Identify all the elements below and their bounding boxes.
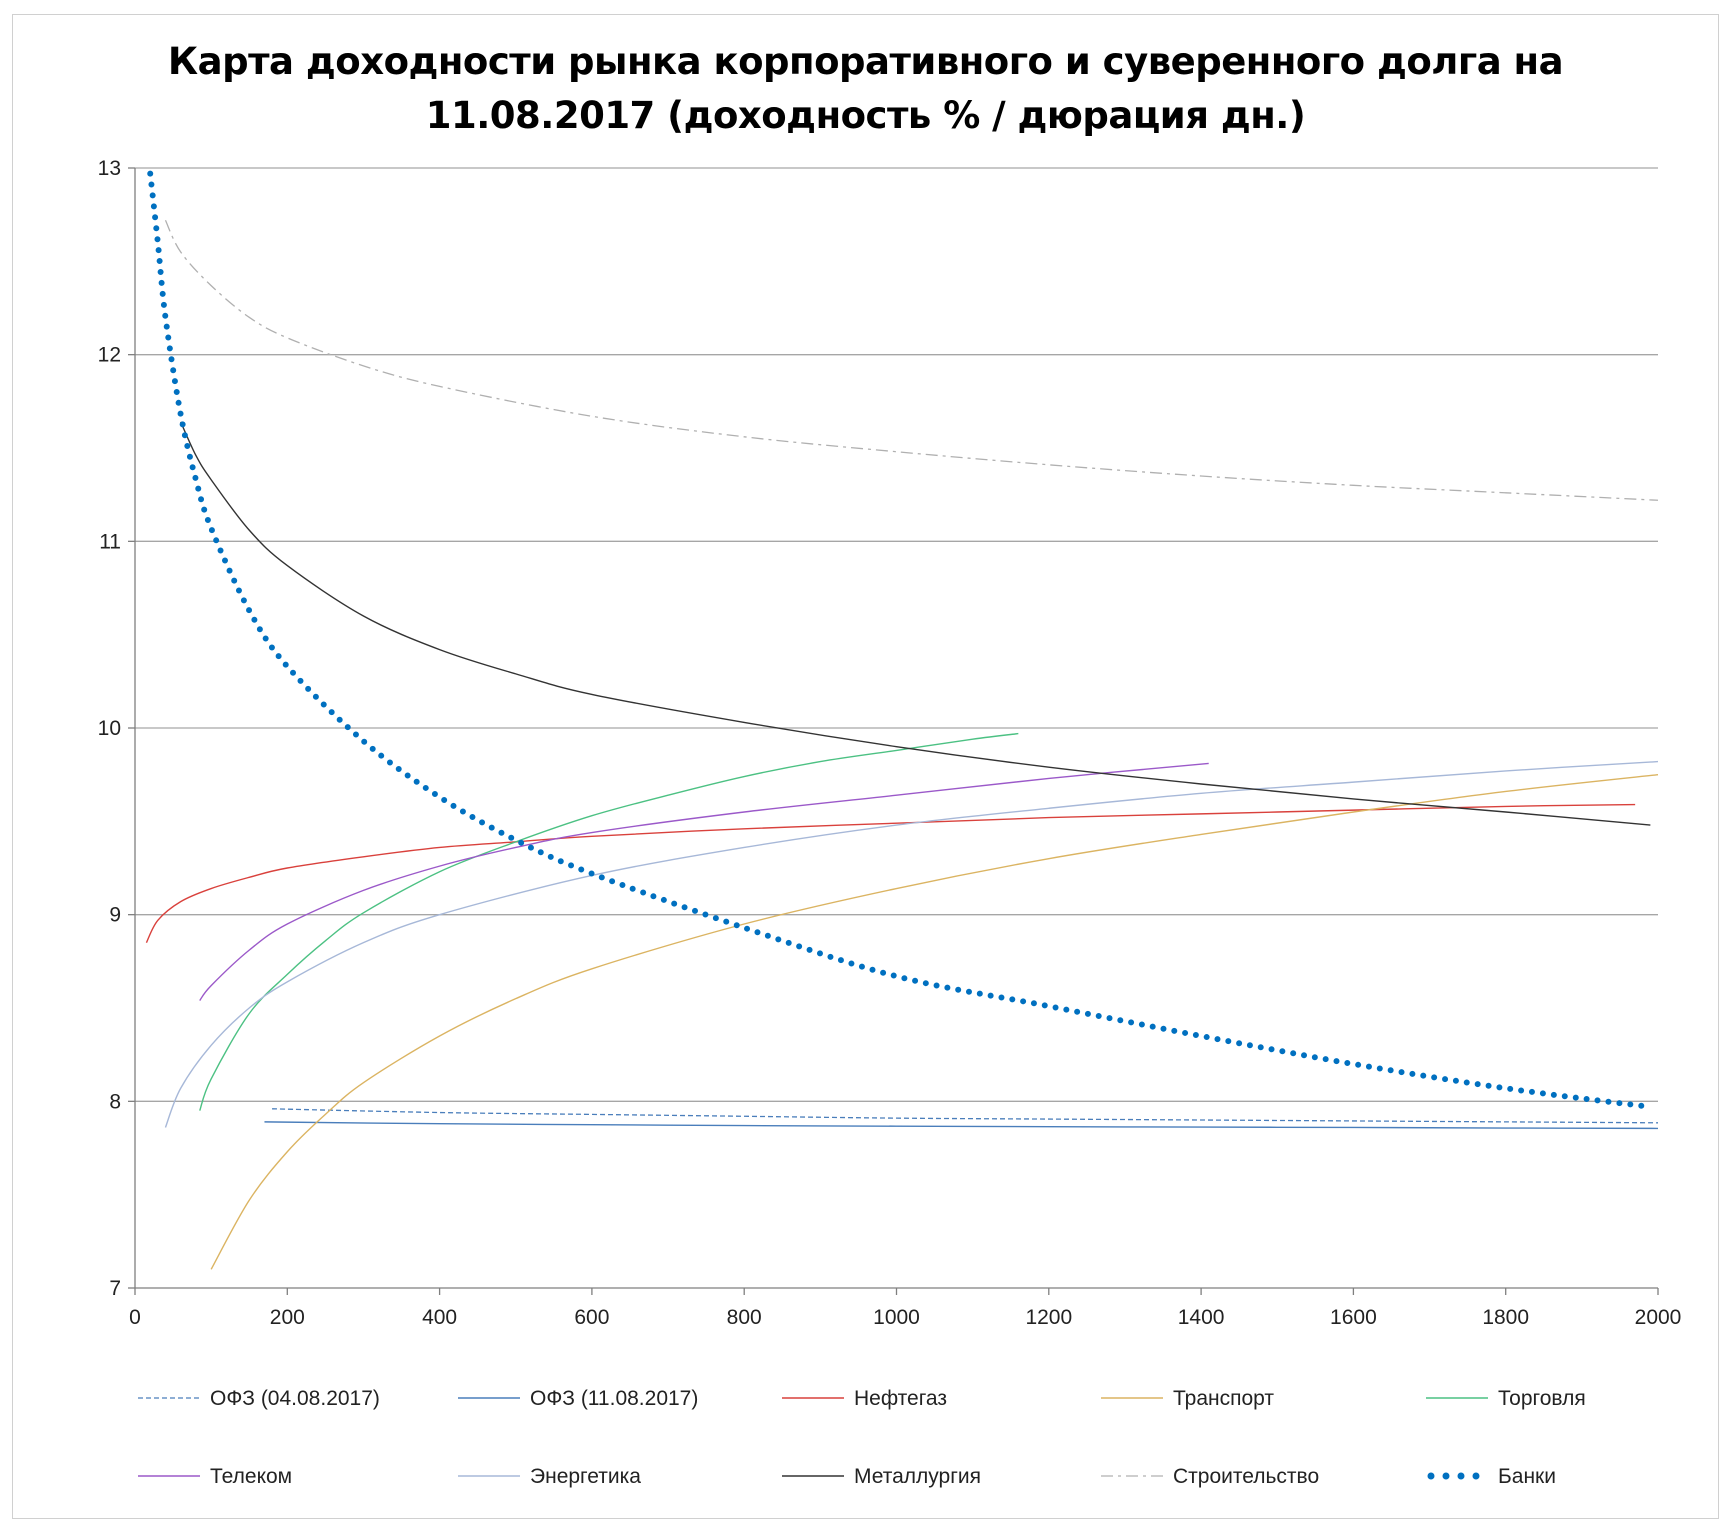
legend-item: Строительство (1101, 1465, 1319, 1488)
y-tick-label: 10 (98, 717, 121, 740)
legend-item: ОФЗ (04.08.2017) (138, 1387, 380, 1410)
y-tick-label: 7 (109, 1277, 121, 1300)
y-tick-label: 12 (98, 344, 121, 367)
y-tick-label: 13 (98, 157, 121, 180)
y-tick-label: 8 (109, 1090, 121, 1113)
legend-label: Энергетика (530, 1465, 641, 1488)
legend-item: Транспорт (1101, 1387, 1274, 1410)
series-5-line (199, 732, 1019, 1111)
legend-item: Металлургия (782, 1465, 981, 1488)
series-4-line (210, 773, 1659, 1270)
legend-label: Транспорт (1173, 1387, 1274, 1410)
legend-label: Нефтегаз (854, 1387, 947, 1410)
series-6-line (199, 762, 1209, 1001)
legend-label: ОФЗ (04.08.2017) (210, 1387, 380, 1410)
legend-item: Банки (1427, 1465, 1556, 1488)
x-tick-label: 1600 (1330, 1306, 1377, 1329)
legend-item: ОФЗ (11.08.2017) (458, 1387, 698, 1410)
y-tick-label: 9 (109, 904, 121, 927)
legend-label: ОФЗ (11.08.2017) (530, 1387, 698, 1410)
series-3-line (145, 803, 1636, 943)
x-tick-label: 400 (422, 1306, 457, 1329)
legend-label: Металлургия (854, 1465, 981, 1488)
legend-item: Нефтегаз (782, 1387, 947, 1410)
x-tick-label: 1000 (873, 1306, 920, 1329)
x-tick-label: 200 (270, 1306, 305, 1329)
x-tick-label: 2000 (1635, 1306, 1682, 1329)
gridlines (135, 167, 1658, 1102)
legend-label: Телеком (210, 1465, 292, 1488)
y-tick-label: 11 (99, 530, 121, 553)
x-tick-label: 1400 (1178, 1306, 1225, 1329)
chart-title-line-2: 11.08.2017 (доходность % / дюрация дн.) (425, 94, 1306, 137)
x-tick-label: 800 (727, 1306, 762, 1329)
series-8-line (180, 421, 1651, 826)
x-tick-label: 1800 (1482, 1306, 1529, 1329)
legend-label: Торговля (1498, 1387, 1586, 1410)
series-1-line (272, 1108, 1659, 1124)
legend-item: Торговля (1426, 1387, 1586, 1410)
series-2-line (264, 1121, 1659, 1130)
legend-item: Энергетика (458, 1465, 641, 1488)
legend-label: Банки (1498, 1465, 1556, 1488)
series-10-line (147, 170, 1654, 1110)
chart-title-line-1: Карта доходности рынка корпоративного и … (167, 40, 1564, 83)
series-7-line (164, 760, 1659, 1128)
chart-frame (12, 14, 1719, 1519)
x-axis-ticks: 0 200 400 600 800 1000 1200 1400 1600 1800 2000 (129, 1288, 1681, 1329)
series-9-line (164, 219, 1659, 501)
series-lines (145, 170, 1659, 1270)
x-tick-label: 600 (574, 1306, 609, 1329)
legend-item: Телеком (138, 1465, 292, 1488)
legend: ОФЗ (04.08.2017) ОФЗ (11.08.2017) Нефтегаз… (138, 1387, 1586, 1488)
y-axis-ticks: 7 8 9 10 11 12 13 (98, 157, 135, 1300)
x-tick-label: 0 (129, 1306, 141, 1329)
legend-label: Строительство (1173, 1465, 1319, 1488)
x-tick-label: 1200 (1025, 1306, 1072, 1329)
